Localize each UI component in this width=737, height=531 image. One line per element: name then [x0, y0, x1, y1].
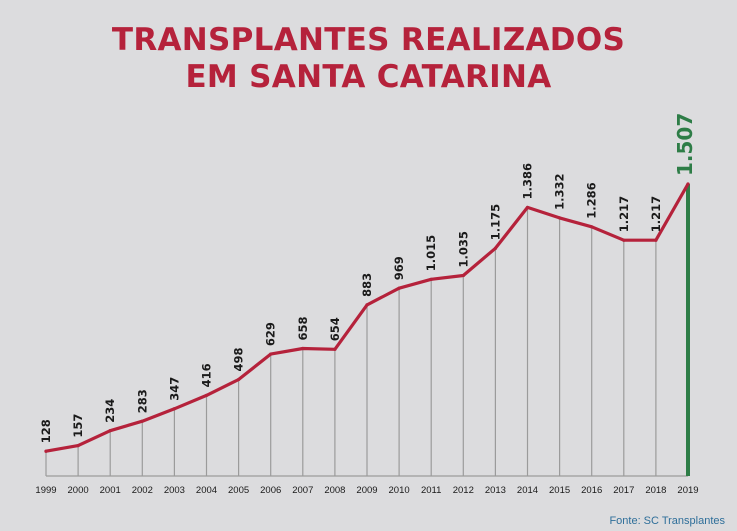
data-point-2012: [461, 273, 465, 278]
value-label-2011: 1.015: [424, 235, 438, 271]
x-tick-label-2005: 2005: [228, 485, 249, 496]
data-point-2006: [269, 352, 273, 356]
title-line-1: TRANSPLANTES REALIZADOS: [111, 22, 626, 58]
x-tick-label-2004: 2004: [196, 485, 217, 496]
value-label-2015: 1.332: [553, 174, 567, 210]
x-tick-label-2010: 2010: [389, 485, 410, 496]
x-tick-label-2015: 2015: [549, 485, 570, 496]
value-label-2003: 347: [167, 377, 181, 401]
x-tick-label-2014: 2014: [517, 485, 538, 496]
data-point-2002: [140, 419, 144, 423]
data-point-2017: [622, 238, 626, 242]
x-tick-label-2012: 2012: [453, 485, 474, 496]
x-tick-label-2017: 2017: [613, 485, 634, 496]
data-point-2014: [525, 205, 530, 210]
x-tick-label-2002: 2002: [132, 485, 153, 496]
value-label-2014: 1.386: [521, 163, 535, 199]
value-label-2008: 654: [328, 317, 342, 341]
x-tick-label-2006: 2006: [260, 485, 281, 496]
value-label-2002: 283: [135, 389, 149, 413]
x-tick-label-2009: 2009: [356, 485, 377, 496]
data-point-2013: [493, 246, 497, 250]
x-tick-label-2018: 2018: [645, 485, 666, 496]
data-point-2001: [108, 429, 112, 433]
x-tick-label-2000: 2000: [68, 485, 89, 496]
title-line-2: EM SANTA CATARINA: [185, 59, 552, 95]
x-tick-label-2013: 2013: [485, 485, 506, 496]
data-point-2004: [204, 393, 209, 397]
source-note: Fonte: SC Transplantes: [609, 515, 725, 527]
value-label-2005: 498: [232, 347, 246, 371]
value-label-2006: 629: [264, 322, 278, 346]
value-label-2000: 157: [71, 414, 85, 438]
value-label-2019: 1.507: [673, 113, 697, 176]
x-tick-label-2011: 2011: [421, 485, 441, 496]
value-label-2010: 969: [392, 256, 406, 280]
data-point-2015: [558, 216, 562, 220]
data-point-2007: [301, 346, 305, 351]
data-point-2008: [333, 347, 337, 351]
x-tick-label-2016: 2016: [581, 485, 602, 496]
x-tick-label-2003: 2003: [164, 485, 185, 496]
data-point-2005: [237, 377, 241, 382]
x-tick-label-2008: 2008: [324, 485, 345, 496]
value-label-2016: 1.286: [585, 182, 599, 218]
data-point-2019: [686, 182, 690, 186]
data-point-2016: [590, 225, 594, 229]
x-tick-label-2007: 2007: [292, 485, 313, 496]
data-point-2009: [365, 303, 369, 307]
x-tick-label-2001: 2001: [100, 485, 121, 496]
data-point-2003: [172, 407, 176, 411]
data-point-1999: [44, 449, 48, 453]
data-point-2000: [76, 443, 80, 448]
data-point-2018: [654, 238, 658, 242]
value-label-2009: 883: [360, 273, 374, 297]
chart-title: TRANSPLANTES REALIZADOS EM SANTA CATARIN…: [0, 22, 737, 96]
data-point-2011: [429, 277, 433, 281]
value-label-2012: 1.035: [456, 231, 470, 267]
x-tick-label-1999: 1999: [35, 485, 56, 496]
value-label-2017: 1.217: [617, 196, 631, 232]
value-label-2004: 416: [200, 363, 214, 387]
value-label-2007: 658: [296, 316, 310, 340]
x-tick-label-2019: 2019: [677, 485, 698, 496]
value-label-2018: 1.217: [649, 196, 663, 232]
value-label-2013: 1.175: [488, 204, 502, 240]
value-label-2001: 234: [103, 399, 117, 423]
data-point-2010: [397, 286, 401, 290]
value-label-1999: 128: [39, 419, 53, 443]
